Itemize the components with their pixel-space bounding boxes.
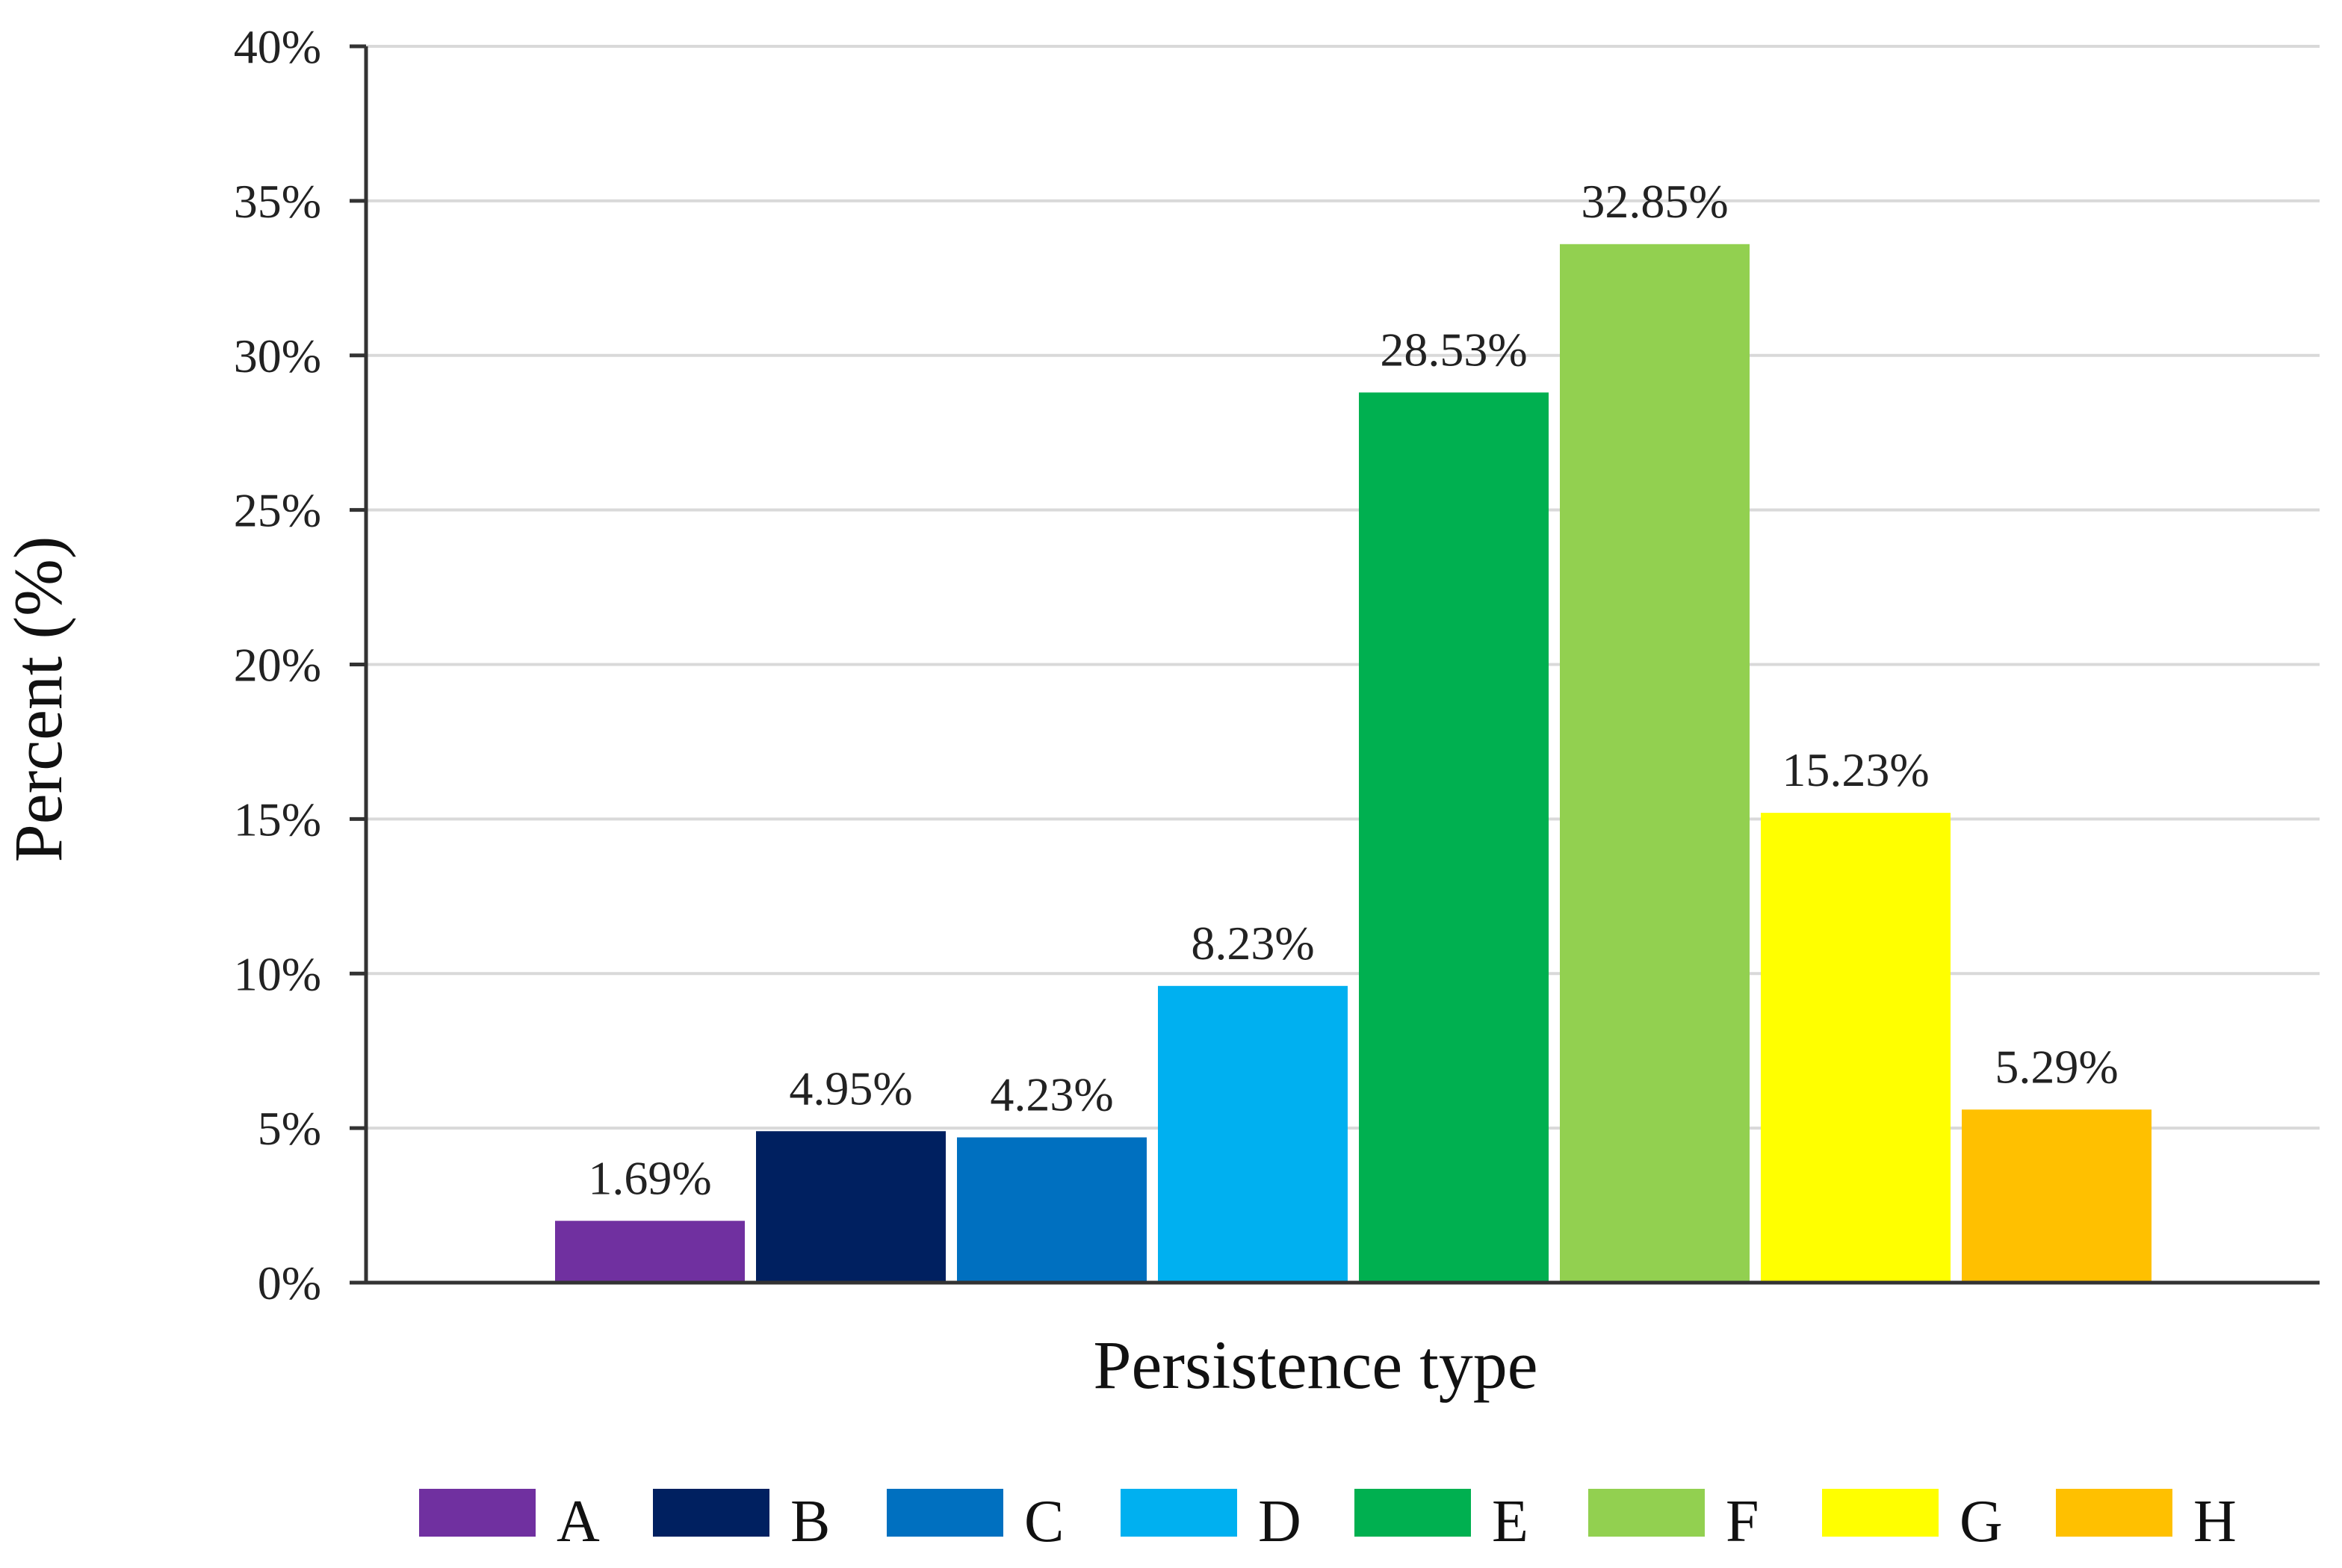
data-label-e: 28.53% xyxy=(1380,323,1527,376)
legend-swatch-f xyxy=(1588,1489,1705,1537)
y-tick-label: 10% xyxy=(234,947,321,1000)
data-label-d: 8.23% xyxy=(1191,917,1314,970)
y-axis-title: Percent (%) xyxy=(0,536,76,863)
legend-label-f: F xyxy=(1726,1489,1759,1555)
data-label-h: 5.29% xyxy=(1995,1040,2118,1093)
gridlines xyxy=(366,45,2320,1130)
bars xyxy=(555,244,2152,1283)
data-label-g: 15.23% xyxy=(1782,743,1929,796)
legend-swatch-b xyxy=(653,1489,769,1537)
bar-d xyxy=(1158,985,1348,1283)
bar-h xyxy=(1962,1109,2152,1283)
legend-swatch-g xyxy=(1822,1489,1939,1537)
legend-swatch-d xyxy=(1121,1489,1237,1537)
bar-g xyxy=(1761,813,1951,1283)
data-labels: 1.69% 4.95% 4.23% 8.23% 28.53% 32.85% 15.23% 5.… xyxy=(588,175,2118,1204)
y-tick-label: 40% xyxy=(234,20,321,73)
legend-label-e: E xyxy=(1492,1489,1528,1555)
bar-e xyxy=(1359,392,1549,1283)
bar-a xyxy=(555,1221,745,1283)
legend-swatch-c xyxy=(887,1489,1003,1537)
legend-label-d: D xyxy=(1258,1489,1301,1555)
data-label-f: 32.85% xyxy=(1581,175,1728,228)
legend-swatch-e xyxy=(1354,1489,1471,1537)
y-tick-label: 35% xyxy=(234,175,321,228)
data-label-b: 4.95% xyxy=(789,1062,912,1115)
data-label-a: 1.69% xyxy=(588,1151,711,1204)
bar-b xyxy=(756,1131,946,1283)
y-tick-label: 0% xyxy=(258,1256,321,1310)
bar-f xyxy=(1560,244,1750,1283)
legend: A B C D E F G H xyxy=(419,1489,2237,1555)
legend-swatch-a xyxy=(419,1489,536,1537)
y-tick-label: 30% xyxy=(234,329,321,382)
data-label-c: 4.23% xyxy=(990,1068,1113,1121)
y-tick-label: 5% xyxy=(258,1102,321,1155)
y-tick-label: 25% xyxy=(234,484,321,537)
legend-label-h: H xyxy=(2193,1489,2237,1555)
legend-label-c: C xyxy=(1024,1489,1064,1555)
legend-label-a: A xyxy=(557,1489,600,1555)
y-tick-label: 20% xyxy=(234,639,321,692)
y-tick-label: 15% xyxy=(234,793,321,846)
legend-label-b: B xyxy=(790,1489,830,1555)
bar-c xyxy=(957,1137,1147,1283)
x-axis-title: Persistence type xyxy=(1093,1327,1537,1403)
axes: 0% 5% 10% 15% 20% 25% 30% 35% 40% xyxy=(234,20,2320,1310)
legend-swatch-h xyxy=(2056,1489,2172,1537)
legend-label-g: G xyxy=(1960,1489,2003,1555)
